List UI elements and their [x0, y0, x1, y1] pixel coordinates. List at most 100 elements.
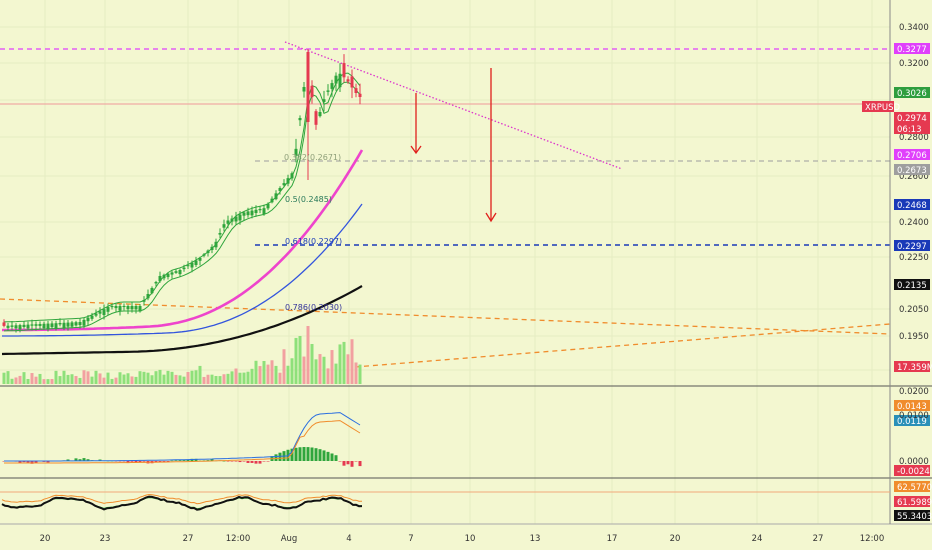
macd-hist-bar — [254, 461, 258, 464]
candles[interactable] — [2, 49, 362, 333]
volume-bar — [146, 372, 150, 384]
macd-hist-bar — [46, 461, 50, 463]
macd-hist-bar — [186, 459, 190, 461]
macd-hist-bar — [350, 461, 354, 467]
volume-bar — [42, 379, 46, 384]
macd-hist-bar — [262, 461, 266, 462]
candle-body — [210, 246, 214, 250]
price-badge-bg — [862, 101, 894, 112]
fib-label-0382: 0.382(0.2671) — [284, 153, 341, 162]
volume-bar — [142, 371, 146, 384]
volume-bar — [166, 370, 170, 384]
price-badge-bg — [894, 164, 930, 175]
candle-body — [118, 306, 122, 311]
price-badge-label: 0.2974 — [897, 114, 927, 124]
price-badge-bg — [894, 87, 930, 98]
volume-bar — [274, 365, 278, 384]
ma-fast-line[interactable] — [2, 149, 364, 332]
macd-axis[interactable]: 0.0200 0.0100 0.0000 — [899, 387, 929, 467]
volume-bar — [30, 373, 34, 384]
volume-bar — [14, 377, 18, 384]
candle-body — [182, 267, 186, 270]
price-badge-label: 0.2135 — [897, 281, 927, 291]
macd-hist-bar — [318, 449, 322, 461]
down-arrow-long[interactable] — [485, 68, 497, 223]
macd-hist-bar — [334, 455, 338, 461]
candle-body — [158, 276, 162, 282]
candle-body — [206, 250, 210, 254]
macd-tick-label: 0.0200 — [899, 387, 929, 397]
macd-hist-bar — [226, 461, 230, 462]
candle-body — [26, 324, 30, 329]
candle-body — [122, 306, 126, 308]
candle-body — [310, 85, 314, 98]
ma-mid-line[interactable] — [2, 203, 363, 337]
macd-line[interactable] — [4, 412, 361, 462]
price-axis[interactable]: 0.34000.32000.30000.28000.26000.24000.22… — [899, 23, 929, 342]
trendline-descending[interactable] — [284, 41, 623, 170]
candle-body — [194, 260, 198, 265]
volume-bar — [290, 358, 294, 384]
volume-bar — [6, 371, 10, 384]
candle-body — [54, 323, 58, 329]
macd-signal-line[interactable] — [4, 420, 361, 464]
candle-body — [110, 306, 114, 308]
candle-body — [198, 258, 202, 261]
volume-bar — [10, 378, 14, 384]
candle-body — [86, 317, 90, 322]
macd-hist-bar — [138, 461, 142, 463]
macd-tick-label: 0.0000 — [899, 457, 929, 467]
time-axis[interactable]: 20 23 27 12:00 Aug 4 7 10 13 17 20 24 27 12:00 — [40, 534, 885, 544]
volume-bar — [74, 376, 78, 384]
macd-hist-bar — [246, 461, 250, 463]
volume-bar — [286, 365, 290, 384]
volume-bar — [198, 365, 202, 384]
candle-body — [346, 79, 350, 82]
volume-bar — [58, 376, 62, 384]
price-badge-bg — [894, 199, 930, 210]
down-arrow-short[interactable] — [410, 93, 422, 155]
macd-hist-bar — [290, 448, 294, 461]
macd-hist-bar — [22, 461, 26, 463]
volume-bar — [46, 379, 50, 384]
price-badge-label: 0.3026 — [897, 89, 927, 99]
candle-body — [350, 76, 354, 88]
candle-body — [222, 224, 226, 228]
band-upper — [3, 72, 361, 323]
candle-body — [218, 233, 222, 235]
candle-body — [66, 322, 70, 327]
candle-body — [314, 111, 318, 125]
rsi-line-black[interactable] — [1, 495, 363, 511]
price-tick-label: 0.2250 — [899, 253, 929, 263]
candle-body — [166, 273, 170, 278]
macd-hist-bar — [326, 451, 330, 461]
volume-bar — [258, 366, 262, 384]
ma-slow-line[interactable] — [1, 285, 363, 356]
price-badge-bg — [894, 123, 930, 134]
macd-hist-bar — [238, 461, 242, 463]
price-badge-bg — [894, 112, 930, 123]
volume-bar — [34, 376, 38, 384]
macd-tick-label: 0.0100 — [899, 411, 929, 421]
macd-hist-bar — [30, 461, 34, 464]
time-tick-label: 27 — [183, 534, 194, 544]
rsi-line-green[interactable] — [1, 497, 362, 510]
volume-bar — [18, 375, 22, 384]
macd-badge-label: 0.0143 — [897, 402, 927, 412]
macd-hist-bar — [194, 458, 198, 461]
price-tick-label: 0.2050 — [899, 305, 929, 315]
rsi-line-orange[interactable] — [1, 493, 362, 505]
macd-hist-bar — [122, 461, 126, 462]
orange-trendline-upper[interactable] — [0, 298, 891, 335]
volume-bar — [322, 356, 326, 384]
macd-hist-bar — [142, 461, 146, 462]
macd-hist-bar — [314, 448, 318, 461]
candle-body — [6, 325, 10, 328]
candle-body — [298, 118, 302, 121]
volume-bar — [70, 374, 74, 384]
volume-bar — [22, 372, 26, 384]
macd-hist-bar — [114, 461, 118, 462]
volume-bar — [222, 374, 226, 384]
